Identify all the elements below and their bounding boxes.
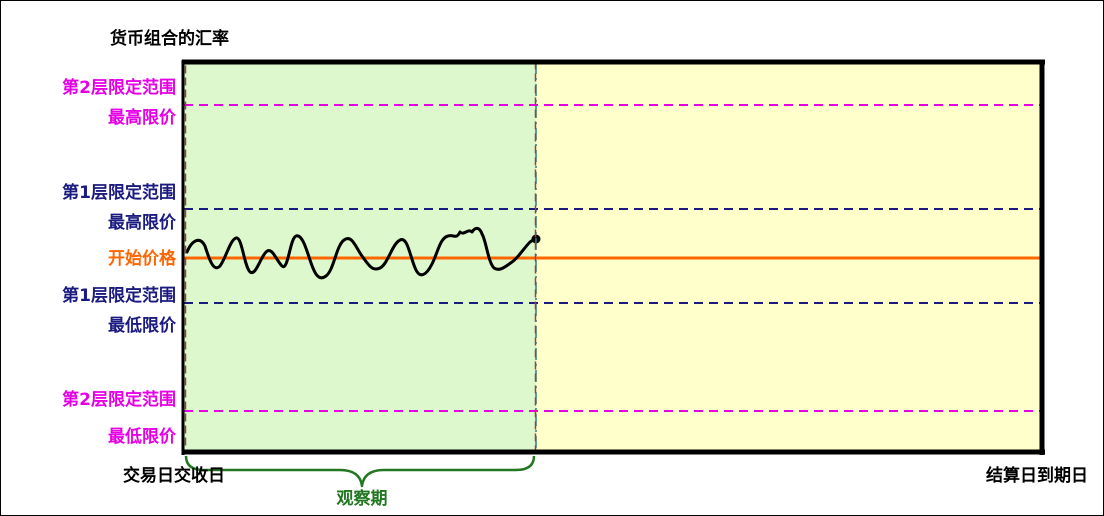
trade-date-label: 交易日交收日 bbox=[123, 465, 225, 486]
layer2-high-label-line2: 最高限价 bbox=[108, 107, 177, 128]
layer1-high-label-line2: 最高限价 bbox=[108, 212, 177, 233]
layer1-high-label-line1: 第1层限定范围 bbox=[62, 182, 176, 203]
layer2-low-label-line2: 最低限价 bbox=[108, 426, 177, 447]
settlement-date-label: 结算日到期日 bbox=[986, 465, 1088, 486]
layer1-low-label-line2: 最低限价 bbox=[108, 315, 177, 336]
layer2-high-label-line1: 第2层限定范围 bbox=[62, 77, 176, 98]
layer1-low-label-line1: 第1层限定范围 bbox=[62, 285, 176, 306]
price-path bbox=[185, 226, 538, 280]
start-price-label: 开始价格 bbox=[108, 248, 177, 269]
layer2-low-label-line1: 第2层限定范围 bbox=[62, 389, 176, 410]
observation-period-label: 观察期 bbox=[336, 488, 388, 509]
observation-brace bbox=[184, 455, 536, 488]
chart-title: 货币组合的汇率 bbox=[110, 28, 229, 49]
